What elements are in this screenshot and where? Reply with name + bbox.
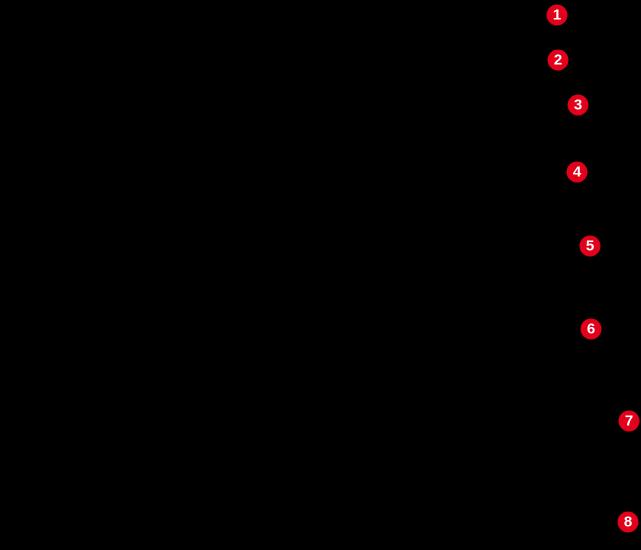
annotation-marker-badge-1[interactable]: 1: [546, 4, 568, 26]
annotation-marker-badge-2[interactable]: 2: [547, 49, 569, 71]
annotation-marker-badge-3[interactable]: 3: [567, 94, 589, 116]
annotation-marker-badge-5[interactable]: 5: [579, 235, 601, 257]
annotation-marker-badge-7[interactable]: 7: [618, 410, 640, 432]
annotation-marker-badge-4[interactable]: 4: [566, 161, 588, 183]
annotation-marker-badge-6[interactable]: 6: [580, 318, 602, 340]
annotation-marker-badge-8[interactable]: 8: [617, 511, 639, 533]
